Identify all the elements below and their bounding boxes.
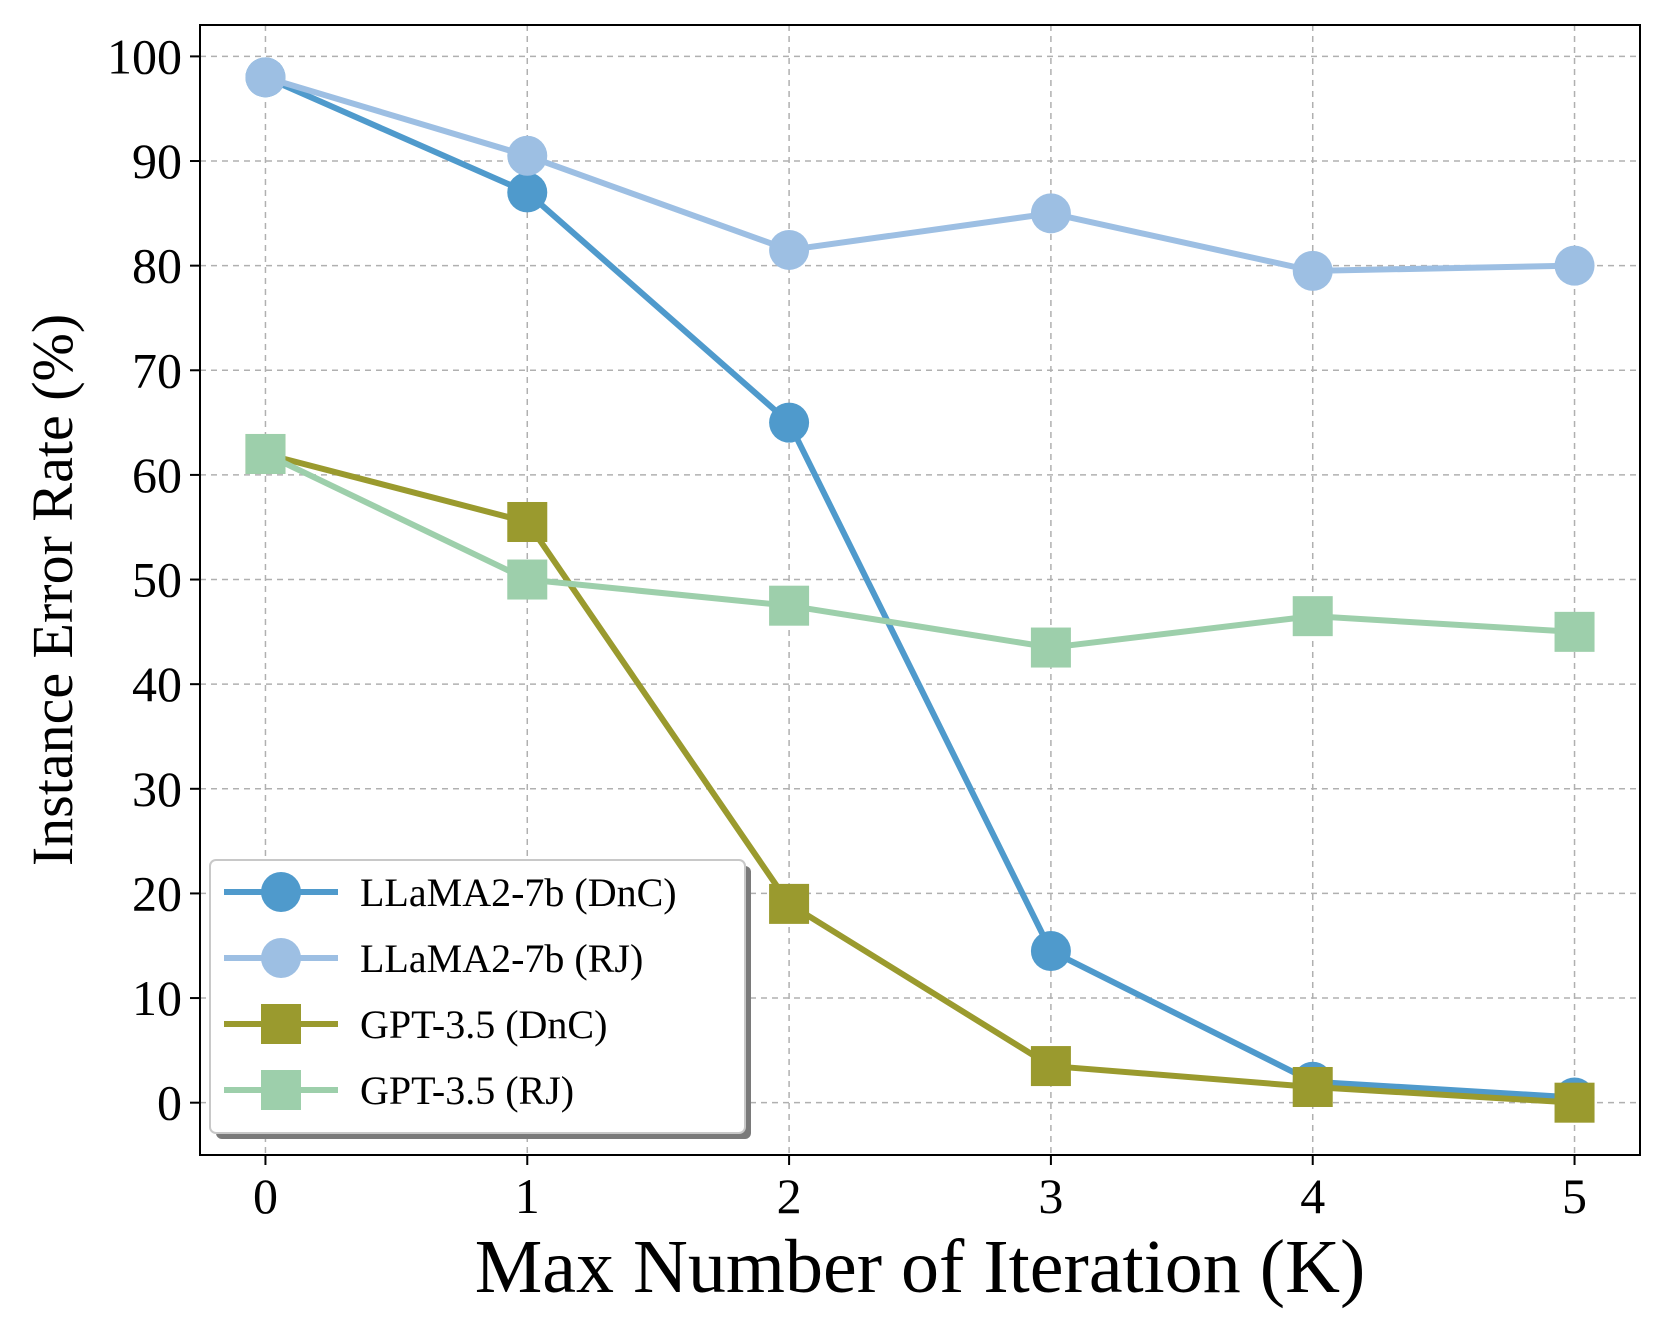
- legend-label: GPT-3.5 (RJ): [360, 1068, 574, 1113]
- x-tick-label: 3: [1038, 1168, 1063, 1224]
- legend-item: GPT-3.5 (DnC): [224, 1002, 607, 1047]
- data-point: [769, 229, 810, 270]
- data-point: [1292, 250, 1333, 291]
- data-point: [507, 559, 548, 600]
- series-4: [245, 433, 1595, 668]
- y-tick-label: 10: [132, 970, 182, 1026]
- data-point: [1292, 596, 1333, 637]
- legend-item: GPT-3.5 (RJ): [224, 1068, 574, 1113]
- y-tick-label: 70: [132, 342, 182, 398]
- data-point: [1554, 611, 1595, 652]
- data-point: [1030, 193, 1071, 234]
- data-point: [245, 57, 286, 98]
- legend-marker: [261, 1004, 301, 1044]
- data-point: [1554, 1082, 1595, 1123]
- series-layer: [245, 57, 1595, 1123]
- y-tick-label: 100: [107, 28, 182, 84]
- data-point: [507, 172, 548, 213]
- y-tick-label: 90: [132, 133, 182, 189]
- series-line: [264, 451, 1575, 651]
- y-tick-label: 50: [132, 552, 182, 608]
- legend-marker: [261, 872, 301, 912]
- data-point: [1292, 1066, 1333, 1107]
- x-tick-label: 5: [1562, 1168, 1587, 1224]
- x-tick-label: 4: [1300, 1168, 1325, 1224]
- data-point: [769, 883, 810, 924]
- series-line: [264, 74, 1575, 1101]
- series-3: [245, 433, 1595, 1123]
- series-line: [264, 74, 1575, 274]
- y-tick-label: 20: [132, 865, 182, 921]
- data-point: [507, 135, 548, 176]
- x-axis-label: Max Number of Iteration (K): [475, 1225, 1366, 1309]
- legend-label: GPT-3.5 (DnC): [360, 1002, 607, 1047]
- data-point: [507, 501, 548, 542]
- y-axis-label: Instance Error Rate (%): [20, 314, 85, 866]
- data-point: [1554, 245, 1595, 286]
- series-line: [264, 451, 1575, 1106]
- legend-label: LLaMA2-7b (DnC): [360, 870, 677, 915]
- x-tick-label: 1: [515, 1168, 540, 1224]
- legend: LLaMA2-7b (DnC) LLaMA2-7b (RJ) GPT-3.5 (Dn…: [209, 859, 751, 1139]
- y-tick-label: 0: [157, 1075, 182, 1131]
- legend-item: LLaMA2-7b (RJ): [224, 936, 643, 981]
- data-point: [1030, 930, 1071, 971]
- x-tick-label: 2: [777, 1168, 802, 1224]
- x-tick-label: 0: [253, 1168, 278, 1224]
- legend-marker: [261, 1070, 301, 1110]
- data-point: [769, 402, 810, 443]
- legend-item: LLaMA2-7b (DnC): [224, 870, 677, 915]
- plot-frame: [199, 24, 1641, 1156]
- data-point: [1030, 1046, 1071, 1087]
- legend-label: LLaMA2-7b (RJ): [360, 936, 643, 981]
- y-tick-label: 30: [132, 761, 182, 817]
- y-tick-label: 80: [132, 238, 182, 294]
- data-point: [1030, 627, 1071, 668]
- y-tick-label: 40: [132, 656, 182, 712]
- data-point: [769, 585, 810, 626]
- series-2: [245, 57, 1595, 291]
- legend-box: [209, 859, 746, 1134]
- y-tick-label: 60: [132, 447, 182, 503]
- legend-marker: [261, 938, 301, 978]
- data-point: [245, 433, 286, 474]
